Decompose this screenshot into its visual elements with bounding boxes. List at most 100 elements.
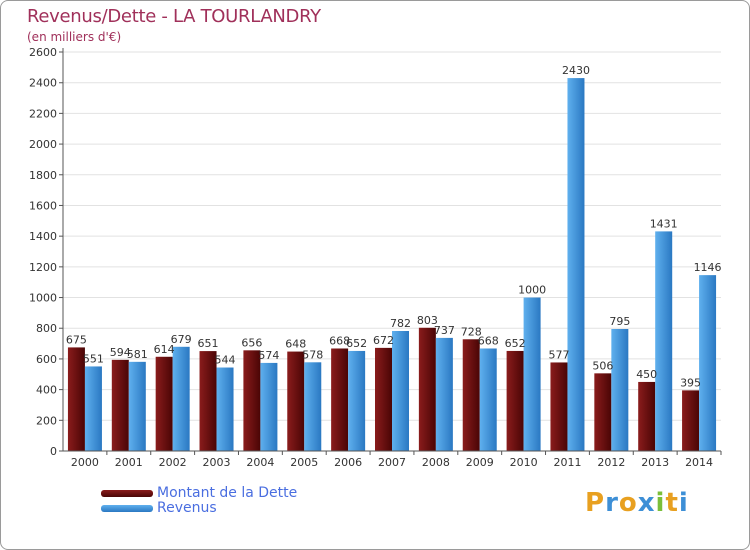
logo-letter: o: [618, 488, 638, 518]
data-label-revenus: 1000: [518, 284, 546, 297]
bar-dette: [682, 390, 700, 451]
bar-dette: [331, 348, 349, 451]
data-label-dette: 728: [461, 325, 482, 338]
x-tick-label: 2012: [597, 456, 625, 469]
bar-revenus: [611, 328, 629, 451]
x-tick-label: 2001: [115, 456, 143, 469]
y-tick-label: 1200: [29, 261, 57, 274]
bar-revenus: [523, 297, 541, 451]
labels: 0 200 400 600 800 1000 1200 1400 1600 1800 2000 220…: [29, 46, 722, 469]
bar-dette: [67, 347, 85, 451]
bar-revenus: [128, 361, 146, 451]
x-tick-label: 2000: [71, 456, 99, 469]
data-label-dette: 668: [329, 334, 350, 347]
y-tick-label: 600: [36, 353, 57, 366]
data-label-dette: 675: [66, 333, 87, 346]
bar-dette: [111, 359, 129, 451]
data-label-revenus: 2430: [562, 64, 590, 77]
legend-swatch-revenus: [101, 505, 153, 512]
data-label-revenus: 1431: [650, 217, 678, 230]
bar-revenus: [304, 362, 322, 451]
y-tick-label: 0: [50, 445, 57, 458]
chart-title: Revenus/Dette - LA TOURLANDRY: [27, 6, 321, 27]
bar-revenus: [84, 366, 102, 451]
y-tick-label: 1600: [29, 199, 57, 212]
x-tick-label: 2014: [685, 456, 713, 469]
data-label-revenus: 1146: [694, 261, 722, 274]
legend-label-revenus: Revenus: [157, 500, 217, 516]
data-label-dette: 450: [636, 368, 657, 381]
logo-letter: x: [637, 488, 656, 518]
x-tick-label: 2005: [290, 456, 318, 469]
legend-label-dette: Montant de la Dette: [157, 485, 298, 501]
bar-dette: [199, 351, 217, 451]
chart-subtitle: (en milliers d'€): [27, 30, 122, 44]
data-label-revenus: 795: [609, 315, 630, 328]
data-label-revenus: 544: [215, 354, 236, 367]
bar-revenus: [348, 350, 366, 451]
y-tick-label: 1000: [29, 292, 57, 305]
data-label-dette: 577: [548, 348, 569, 361]
bar-revenus: [479, 348, 497, 451]
bar-dette: [638, 381, 656, 451]
bar-revenus: [172, 346, 190, 451]
proxiti-logo: Proxiti: [585, 488, 689, 518]
bar-revenus: [216, 367, 234, 451]
x-tick-label: 2013: [641, 456, 669, 469]
bar-revenus: [699, 275, 717, 451]
data-label-dette: 656: [241, 336, 262, 349]
x-tick-label: 2007: [378, 456, 406, 469]
y-tick-label: 800: [36, 322, 57, 335]
y-tick-label: 1800: [29, 169, 57, 182]
data-label-dette: 651: [198, 337, 219, 350]
x-tick-label: 2003: [203, 456, 231, 469]
bar-dette: [550, 362, 568, 451]
data-label-revenus: 737: [434, 324, 455, 337]
bar-revenus: [655, 231, 673, 451]
x-tick-label: 2002: [159, 456, 187, 469]
bar-dette: [462, 339, 480, 451]
data-label-revenus: 581: [127, 348, 148, 361]
y-tick-label: 2600: [29, 46, 57, 59]
data-label-dette: 395: [680, 376, 701, 389]
bar-revenus: [435, 337, 453, 451]
data-label-dette: 614: [154, 343, 175, 356]
data-label-revenus: 574: [258, 349, 279, 362]
bar-dette: [287, 351, 305, 451]
data-label-dette: 648: [285, 338, 306, 351]
logo-letter: t: [665, 488, 679, 518]
bar-dette: [155, 356, 173, 451]
y-tick-label: 1400: [29, 230, 57, 243]
data-label-dette: 652: [505, 337, 526, 350]
logo-letter: i: [678, 488, 689, 518]
bar-dette: [506, 350, 524, 451]
bar-dette: [243, 350, 261, 451]
x-tick-label: 2009: [466, 456, 494, 469]
bar-revenus: [392, 330, 409, 451]
y-tick-label: 200: [36, 414, 57, 427]
logo-letter: i: [655, 488, 666, 518]
bar-dette: [375, 347, 392, 451]
bar-revenus: [567, 78, 585, 451]
data-label-dette: 594: [110, 346, 131, 359]
x-tick-label: 2006: [334, 456, 362, 469]
bar-dette: [418, 327, 436, 451]
data-label-revenus: 652: [346, 337, 367, 350]
data-label-revenus: 551: [83, 352, 104, 365]
data-label-dette: 803: [417, 314, 438, 327]
legend-swatch-dette: [101, 490, 153, 497]
y-tick-label: 2400: [29, 77, 57, 90]
data-label-revenus: 578: [302, 348, 323, 361]
data-label-revenus: 668: [478, 334, 499, 347]
logo-letter: P: [585, 488, 606, 518]
x-tick-label: 2008: [422, 456, 450, 469]
logo-letter: r: [605, 488, 619, 518]
y-tick-label: 2000: [29, 138, 57, 151]
data-label-dette: 672: [373, 334, 394, 347]
bar-dette: [594, 373, 612, 451]
y-tick-label: 400: [36, 384, 57, 397]
x-tick-label: 2010: [510, 456, 538, 469]
bar-revenus: [260, 362, 278, 451]
